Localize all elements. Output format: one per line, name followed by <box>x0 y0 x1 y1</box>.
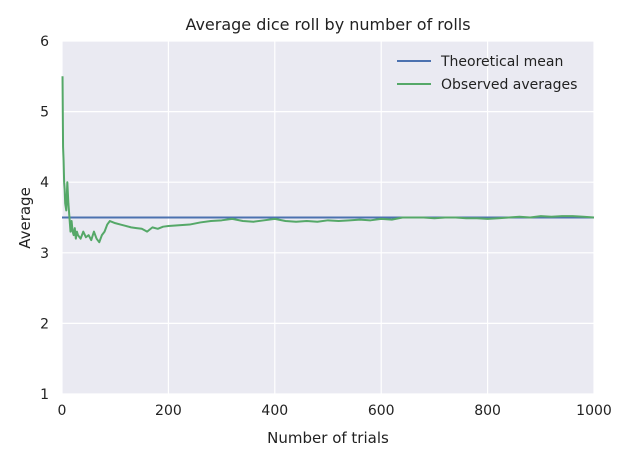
y-tick-labels: 1 2 3 4 5 6 <box>40 34 49 403</box>
y-axis-label: Average <box>16 187 34 249</box>
legend-label-1: Observed averages <box>441 77 577 93</box>
y-tick-label: 1 <box>40 387 49 403</box>
x-tick-label: 1000 <box>576 403 612 419</box>
y-tick-label: 3 <box>40 246 49 262</box>
y-tick-label: 6 <box>40 34 49 50</box>
x-tick-label: 800 <box>474 403 501 419</box>
series-line-1 <box>61 76 595 244</box>
x-tick-label: 600 <box>368 403 395 419</box>
y-tick-label: 5 <box>40 105 49 121</box>
x-tick-label: 200 <box>155 403 182 419</box>
x-tick-labels: 0 200 400 600 800 1000 <box>58 403 612 419</box>
y-tick-label: 4 <box>40 175 49 191</box>
x-axis-label: Number of trials <box>267 429 389 447</box>
series-layer <box>61 76 595 244</box>
y-tick-label: 2 <box>40 316 49 332</box>
chart-title: Average dice roll by number of rolls <box>185 15 470 34</box>
x-tick-label: 0 <box>58 403 67 419</box>
x-tick-label: 400 <box>261 403 288 419</box>
legend-label-0: Theoretical mean <box>440 54 563 70</box>
legend: Theoretical mean Observed averages <box>397 54 577 93</box>
